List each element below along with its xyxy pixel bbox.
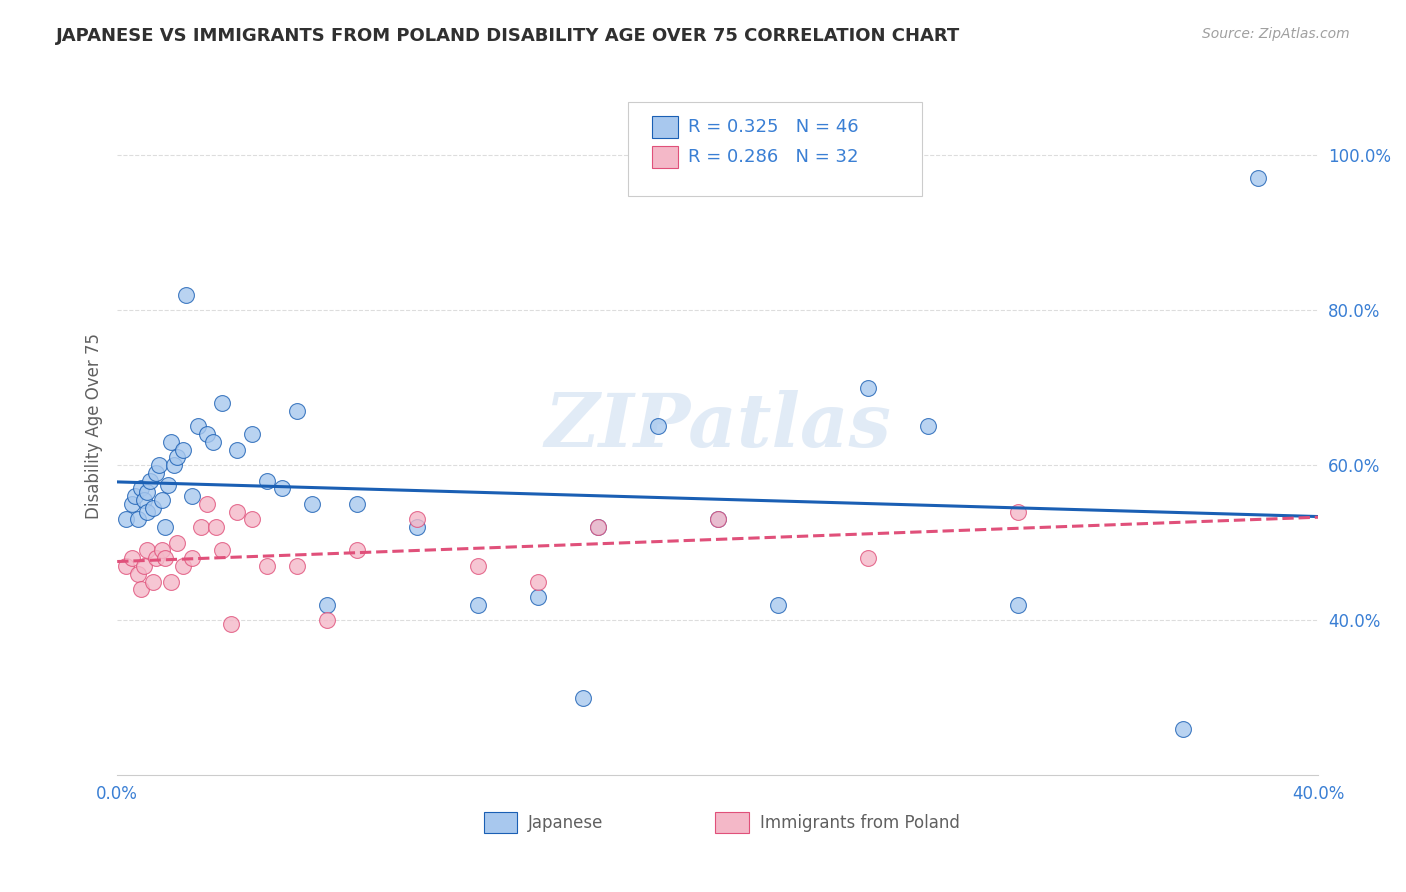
Point — [256, 559, 278, 574]
Point — [211, 543, 233, 558]
Point — [240, 427, 263, 442]
Point — [172, 442, 194, 457]
Point — [115, 512, 138, 526]
Point — [150, 543, 173, 558]
Text: R = 0.286   N = 32: R = 0.286 N = 32 — [688, 148, 858, 166]
Y-axis label: Disability Age Over 75: Disability Age Over 75 — [86, 334, 103, 519]
Text: Source: ZipAtlas.com: Source: ZipAtlas.com — [1202, 27, 1350, 41]
Point — [256, 474, 278, 488]
Point — [124, 489, 146, 503]
Point — [766, 598, 789, 612]
Point — [195, 427, 218, 442]
Point — [301, 497, 323, 511]
Point — [142, 574, 165, 589]
Point — [1247, 171, 1270, 186]
Point — [346, 497, 368, 511]
Point — [856, 551, 879, 566]
Point — [136, 505, 159, 519]
Point — [856, 381, 879, 395]
FancyBboxPatch shape — [716, 813, 749, 833]
Point — [706, 512, 728, 526]
Point — [160, 434, 183, 449]
FancyBboxPatch shape — [651, 116, 678, 138]
Text: ZIPatlas: ZIPatlas — [544, 390, 891, 463]
Point — [526, 590, 548, 604]
Point — [139, 474, 162, 488]
Point — [1173, 722, 1195, 736]
Point — [155, 551, 177, 566]
Point — [155, 520, 177, 534]
Point — [127, 566, 149, 581]
Point — [134, 493, 156, 508]
Point — [316, 598, 339, 612]
Point — [160, 574, 183, 589]
Point — [142, 500, 165, 515]
Point — [917, 419, 939, 434]
Point — [148, 458, 170, 473]
Point — [467, 559, 489, 574]
Point — [467, 598, 489, 612]
Point — [187, 419, 209, 434]
Text: R = 0.325   N = 46: R = 0.325 N = 46 — [688, 118, 858, 136]
Point — [166, 535, 188, 549]
Point — [136, 485, 159, 500]
Point — [226, 442, 249, 457]
Point — [706, 512, 728, 526]
Text: JAPANESE VS IMMIGRANTS FROM POLAND DISABILITY AGE OVER 75 CORRELATION CHART: JAPANESE VS IMMIGRANTS FROM POLAND DISAB… — [56, 27, 960, 45]
Point — [221, 617, 243, 632]
Point — [205, 520, 228, 534]
Point — [240, 512, 263, 526]
Point — [129, 482, 152, 496]
Point — [226, 505, 249, 519]
Point — [163, 458, 186, 473]
Text: Japanese: Japanese — [529, 814, 603, 832]
Point — [129, 582, 152, 597]
Point — [586, 520, 609, 534]
Point — [571, 690, 593, 705]
Point — [647, 419, 669, 434]
Point — [181, 551, 204, 566]
Point — [127, 512, 149, 526]
Point — [271, 482, 294, 496]
Point — [136, 543, 159, 558]
Point — [526, 574, 548, 589]
Point — [1007, 505, 1029, 519]
Point — [115, 559, 138, 574]
Point — [285, 404, 308, 418]
Point — [316, 613, 339, 627]
FancyBboxPatch shape — [627, 102, 922, 196]
Point — [145, 466, 167, 480]
Point — [195, 497, 218, 511]
Point — [406, 512, 429, 526]
Point — [121, 551, 143, 566]
Point — [145, 551, 167, 566]
Point — [586, 520, 609, 534]
Point — [202, 434, 225, 449]
Point — [174, 287, 197, 301]
Point — [157, 477, 180, 491]
Point — [211, 396, 233, 410]
Point — [346, 543, 368, 558]
FancyBboxPatch shape — [651, 145, 678, 169]
Point — [1007, 598, 1029, 612]
Point — [190, 520, 212, 534]
Point — [285, 559, 308, 574]
Point — [134, 559, 156, 574]
Point — [172, 559, 194, 574]
Point — [121, 497, 143, 511]
Point — [181, 489, 204, 503]
Point — [166, 450, 188, 465]
Text: Immigrants from Poland: Immigrants from Poland — [759, 814, 960, 832]
Point — [406, 520, 429, 534]
Point — [150, 493, 173, 508]
FancyBboxPatch shape — [484, 813, 517, 833]
